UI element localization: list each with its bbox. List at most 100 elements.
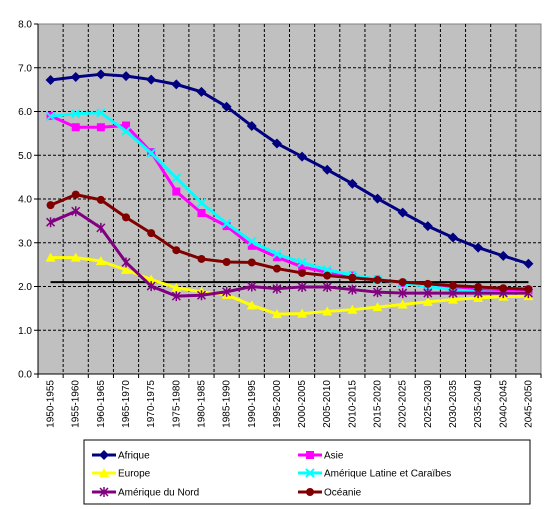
data-point: [121, 257, 131, 268]
y-tick-label: 3.0: [18, 238, 32, 249]
series-line: [49, 209, 529, 298]
x-axis: 1950-1955 1955-1960 1960-1965 1965-1970 1970…: [37, 373, 542, 428]
legend-marker: [305, 468, 315, 478]
data-point: [473, 242, 484, 253]
data-point: [422, 296, 433, 306]
data-point: [498, 250, 509, 261]
y-tick-label: 6.0: [18, 107, 32, 118]
legend-item-amerique-du-nord: Amérique du Nord: [92, 487, 199, 499]
x-tick-label: 1955-1960: [71, 380, 82, 428]
data-point: [247, 236, 257, 247]
x-tick-label: 1990-1995: [247, 380, 258, 428]
series-line: [50, 256, 529, 316]
data-point: [96, 195, 105, 204]
data-point: [146, 74, 157, 85]
data-point: [272, 283, 282, 294]
legend-marker: [306, 488, 314, 496]
data-point: [222, 222, 231, 231]
legend-label: Amérique du Nord: [118, 488, 199, 499]
data-point: [272, 253, 281, 262]
data-point: [348, 273, 357, 282]
y-axis: 0.0 1.0 2.0 3.0 4.0 5.0 6.0 7.0 8.0: [18, 20, 39, 381]
data-point: [71, 108, 81, 119]
data-point: [474, 282, 483, 291]
data-point: [196, 290, 207, 301]
data-point: [272, 264, 281, 273]
x-tick-label: 2000-2005: [297, 380, 308, 428]
legend-item-asie: Asie: [298, 451, 344, 462]
data-point: [222, 258, 231, 266]
data-point: [247, 258, 256, 267]
data-point: [171, 173, 182, 183]
data-point: [121, 264, 132, 274]
legend-marker: [99, 487, 109, 497]
x-tick-label: 2035-2040: [473, 380, 484, 428]
data-point: [347, 284, 357, 295]
data-point: [322, 164, 333, 175]
data-point: [422, 221, 433, 232]
data-point: [297, 151, 308, 162]
x-tick-label: 2030-2035: [448, 380, 459, 428]
data-point: [271, 309, 282, 319]
data-point: [347, 178, 358, 189]
data-point: [372, 302, 383, 312]
x-tick-label: 1970-1975: [146, 380, 157, 428]
x-tick-label: 2045-2050: [523, 380, 534, 428]
legend-label: Asie: [324, 451, 344, 462]
data-point: [70, 71, 81, 82]
x-tick-label: 2040-2045: [498, 380, 509, 428]
data-point: [397, 207, 408, 218]
series-afrique: [45, 69, 534, 269]
data-point: [71, 206, 81, 217]
data-point: [196, 86, 207, 97]
data-point: [398, 278, 407, 287]
data-point: [523, 258, 534, 269]
data-point: [96, 123, 105, 132]
y-tick-label: 2.0: [18, 282, 32, 293]
data-point: [197, 209, 206, 217]
data-point: [322, 265, 332, 275]
legend-label: Océanie: [324, 488, 362, 499]
data-point: [247, 281, 257, 292]
data-point: [297, 308, 308, 318]
data-point: [447, 232, 458, 243]
series-group: [45, 69, 534, 319]
x-tick-label: 2010-2015: [347, 380, 358, 428]
data-point: [322, 306, 333, 316]
y-tick-label: 8.0: [18, 20, 32, 31]
data-point: [298, 262, 307, 271]
data-point: [221, 101, 232, 112]
data-point: [45, 75, 56, 85]
y-tick-label: 1.0: [18, 326, 32, 337]
data-point: [171, 79, 182, 90]
data-point: [347, 304, 358, 314]
data-point: [323, 271, 332, 280]
data-point: [448, 288, 458, 299]
series-oceanie: [46, 190, 533, 294]
series-europe: [45, 252, 534, 319]
x-tick-label: 1960-1965: [96, 380, 107, 428]
x-tick-label: 1965-1970: [121, 380, 132, 428]
gridlines: [38, 24, 541, 374]
data-point: [298, 268, 307, 277]
data-point: [95, 69, 106, 80]
data-point: [297, 257, 307, 268]
x-tick-label: 2015-2020: [373, 380, 384, 428]
data-point: [221, 218, 232, 229]
data-point: [71, 123, 80, 132]
data-point: [45, 252, 56, 262]
data-point: [398, 288, 408, 299]
data-point: [146, 274, 157, 284]
legend-marker: [99, 450, 109, 460]
data-point: [247, 241, 256, 250]
data-point: [246, 120, 257, 131]
x-tick-label: 2005-2010: [322, 380, 333, 428]
legend-item-europe: Europe: [92, 468, 151, 480]
data-point: [171, 291, 181, 302]
legend-label: Europe: [118, 469, 151, 480]
data-point: [448, 281, 457, 290]
data-point: [297, 281, 307, 292]
data-point: [397, 299, 408, 309]
legend-label: Afrique: [118, 451, 150, 462]
legend-marker: [99, 468, 109, 477]
